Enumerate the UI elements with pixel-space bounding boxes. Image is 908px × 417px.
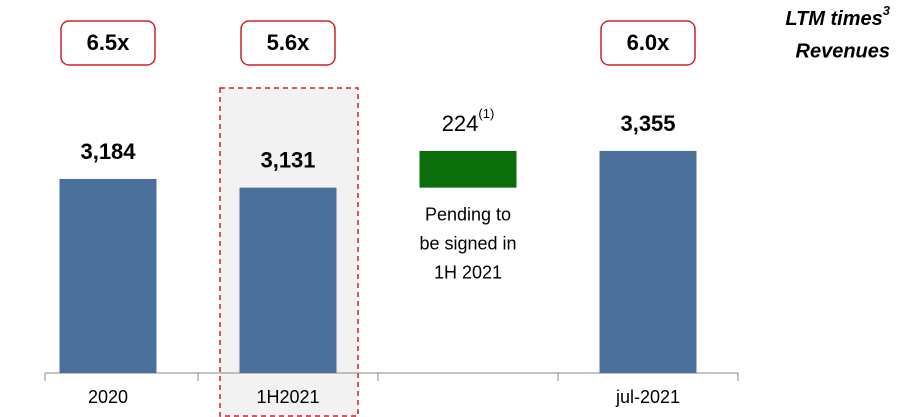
x-tick-label: jul-2021 (615, 387, 680, 407)
bar (59, 178, 157, 373)
multiple-box (60, 20, 156, 66)
value-label-text: 224 (442, 111, 479, 136)
value-label: 3,184 (80, 139, 136, 164)
header-superscript: 3 (883, 3, 891, 18)
note-line: be signed in (419, 233, 516, 253)
value-label-note: (1) (478, 106, 494, 121)
value-label-text: 3,355 (620, 111, 675, 136)
multiple-box (600, 20, 696, 66)
x-tick-label: 2020 (88, 387, 128, 407)
note-line: Pending to (425, 204, 511, 224)
value-label-text: 3,131 (260, 147, 315, 172)
value-label: 3,355 (620, 111, 675, 136)
header-line: LTM times3 (785, 3, 890, 30)
multiple-label: 6.0x (627, 30, 671, 55)
note-line: 1H 2021 (434, 262, 502, 282)
multiple-label: 5.6x (267, 30, 311, 55)
multiple-box (240, 20, 336, 66)
multiple-label: 6.5x (87, 30, 131, 55)
bar (599, 150, 697, 373)
bar (239, 187, 337, 373)
highlight-frame (219, 87, 359, 417)
value-label: 3,131 (260, 147, 315, 172)
header-text: LTM times (785, 8, 882, 30)
value-label-text: 3,184 (80, 139, 136, 164)
bar (419, 150, 517, 188)
value-label: 224(1) (442, 106, 495, 135)
header-line: Revenues (796, 40, 891, 62)
x-tick-label: 1H2021 (256, 387, 319, 407)
